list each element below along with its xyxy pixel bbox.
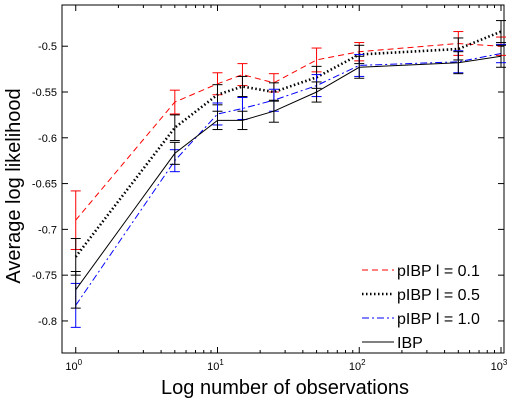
y-tick-label: -0.65 bbox=[32, 179, 57, 191]
error-bar bbox=[237, 110, 248, 131]
y-tick-label: -0.8 bbox=[38, 316, 57, 328]
y-tick-label: -0.5 bbox=[38, 41, 57, 53]
legend-label: pIBP l = 1.0 bbox=[397, 311, 480, 328]
error-bar bbox=[495, 20, 506, 44]
x-tick-label: 100 bbox=[65, 358, 82, 373]
x-tick-label: 103 bbox=[491, 358, 508, 373]
error-bar bbox=[311, 81, 322, 103]
series bbox=[70, 44, 506, 309]
x-tick-label: 101 bbox=[207, 358, 224, 373]
error-bar bbox=[169, 114, 180, 142]
legend-item: IBP bbox=[362, 335, 423, 352]
error-bar bbox=[169, 89, 180, 115]
legend-item: pIBP l = 1.0 bbox=[362, 311, 480, 328]
legend-item: pIBP l = 0.5 bbox=[362, 287, 480, 304]
y-tick-label: -0.75 bbox=[32, 270, 57, 282]
error-bar bbox=[169, 141, 180, 165]
series-layer bbox=[70, 20, 506, 328]
y-tick-label: -0.6 bbox=[38, 133, 57, 145]
error-bar bbox=[70, 270, 81, 309]
error-bar bbox=[237, 75, 248, 98]
error-bar bbox=[354, 55, 365, 79]
error-bar bbox=[495, 44, 506, 68]
x-axis-title: Log number of observations bbox=[161, 377, 409, 399]
y-tick-label: -0.7 bbox=[38, 224, 57, 236]
legend-label: pIBP l = 0.1 bbox=[397, 263, 480, 280]
error-bar bbox=[453, 51, 464, 75]
x-axis: 100 101 102 103 bbox=[65, 5, 508, 373]
series-line bbox=[74, 30, 502, 258]
x-tick-label: 102 bbox=[349, 358, 366, 373]
legend-label: IBP bbox=[397, 335, 423, 352]
series bbox=[70, 20, 506, 276]
y-axis: -0.8 -0.75 -0.7 -0.65 -0.6 -0.55 -0.5 bbox=[32, 41, 504, 328]
y-tick-label: -0.55 bbox=[32, 87, 57, 99]
legend-item: pIBP l = 0.1 bbox=[362, 263, 480, 280]
legend: pIBP l = 0.1 pIBP l = 0.5 pIBP l = 1.0 IBP bbox=[362, 263, 480, 352]
error-bar bbox=[212, 110, 223, 131]
legend-label: pIBP l = 0.5 bbox=[397, 287, 480, 304]
y-axis-title: Average log likelihood bbox=[3, 88, 25, 283]
error-bar bbox=[268, 99, 279, 123]
